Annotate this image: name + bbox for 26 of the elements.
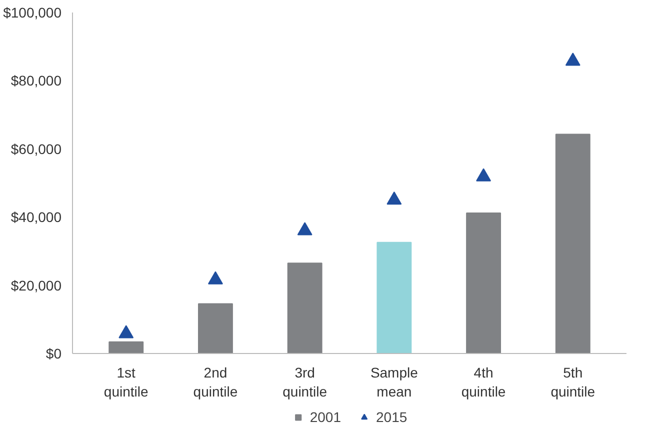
x-tick-label: 1st quintile	[104, 364, 149, 400]
x-tick-label: Sample mean	[370, 364, 418, 400]
point	[476, 168, 492, 182]
y-tick-label: $80,000	[10, 72, 62, 89]
point	[386, 191, 402, 205]
legend-label: 2001	[310, 409, 341, 425]
x-tick-label: 3rd quintile	[282, 364, 328, 400]
bar	[198, 303, 233, 354]
y-tick-label: $100,000	[3, 4, 62, 20]
point	[118, 325, 134, 338]
y-tick-label: $0	[46, 346, 62, 362]
x-tick-label: 2nd quintile	[193, 364, 238, 400]
x-tick-label: 5th quintile	[550, 364, 596, 400]
legend-label: 2015	[376, 409, 408, 425]
y-tick-label: $20,000	[10, 277, 62, 294]
y-tick-label: $60,000	[10, 140, 62, 157]
x-tick-label: 4th quintile	[461, 364, 506, 400]
y-tick-label: $40,000	[10, 209, 62, 226]
bar	[108, 341, 144, 354]
point	[565, 52, 580, 66]
bar	[287, 262, 322, 354]
bar	[555, 134, 590, 354]
point	[297, 222, 312, 236]
point	[208, 271, 223, 284]
bar	[466, 212, 502, 354]
bar	[376, 242, 412, 354]
